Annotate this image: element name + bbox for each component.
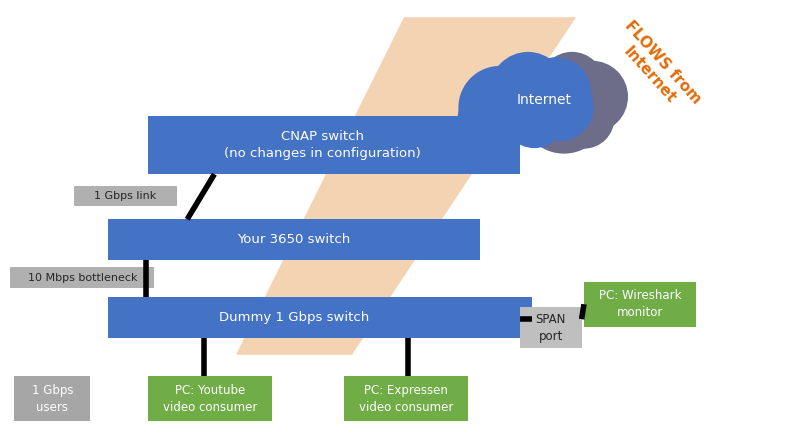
- Text: FLOWS from
Internet: FLOWS from Internet: [608, 18, 704, 120]
- FancyBboxPatch shape: [14, 376, 90, 421]
- Text: 1 Gbps
users: 1 Gbps users: [32, 384, 73, 414]
- Ellipse shape: [490, 52, 566, 129]
- Ellipse shape: [521, 57, 591, 128]
- Text: CNAP switch
(no changes in configuration): CNAP switch (no changes in configuration…: [225, 130, 422, 160]
- Text: 10 Mbps bottleneck: 10 Mbps bottleneck: [28, 273, 137, 283]
- Polygon shape: [236, 17, 576, 355]
- Ellipse shape: [520, 80, 584, 144]
- FancyBboxPatch shape: [108, 297, 532, 338]
- Ellipse shape: [510, 58, 570, 119]
- FancyBboxPatch shape: [108, 219, 480, 260]
- FancyBboxPatch shape: [584, 282, 696, 327]
- FancyBboxPatch shape: [344, 376, 468, 421]
- FancyBboxPatch shape: [520, 307, 582, 348]
- Text: PC: Wireshark
monitor: PC: Wireshark monitor: [598, 289, 682, 319]
- Text: Dummy 1 Gbps switch: Dummy 1 Gbps switch: [219, 310, 370, 324]
- Ellipse shape: [458, 66, 542, 149]
- Text: Internet: Internet: [517, 93, 571, 107]
- Ellipse shape: [520, 66, 608, 154]
- Ellipse shape: [526, 74, 594, 141]
- Ellipse shape: [556, 61, 628, 133]
- Text: PC: Youtube
video consumer: PC: Youtube video consumer: [163, 384, 257, 414]
- Ellipse shape: [554, 88, 614, 149]
- Text: 1 Gbps link: 1 Gbps link: [94, 191, 157, 201]
- Ellipse shape: [540, 52, 604, 116]
- Ellipse shape: [502, 84, 566, 148]
- FancyBboxPatch shape: [10, 267, 154, 288]
- FancyBboxPatch shape: [74, 186, 177, 206]
- FancyBboxPatch shape: [148, 376, 272, 421]
- FancyBboxPatch shape: [148, 116, 520, 174]
- Ellipse shape: [458, 88, 518, 149]
- Text: Your 3650 switch: Your 3650 switch: [238, 233, 350, 246]
- Text: SPAN
port: SPAN port: [536, 313, 566, 343]
- Text: PC: Expressen
video consumer: PC: Expressen video consumer: [359, 384, 453, 414]
